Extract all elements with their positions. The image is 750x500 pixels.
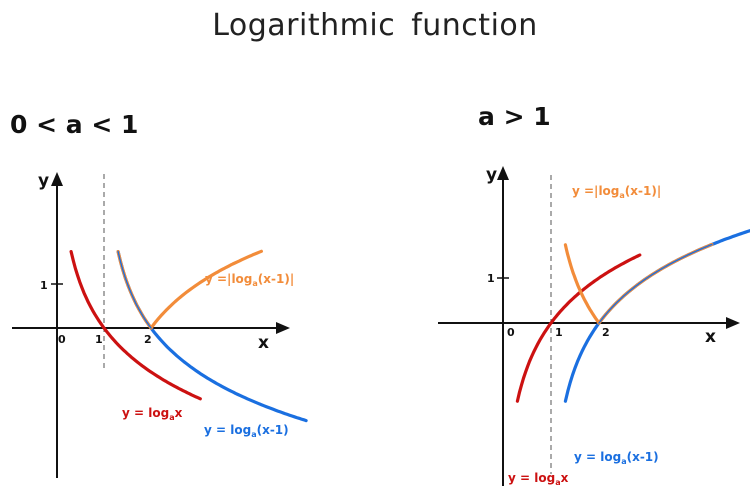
y-tick-label-1: 1 <box>40 279 48 292</box>
y-axis-label: y <box>38 171 49 191</box>
x-tick-label-0: 0 <box>58 333 66 346</box>
x-axis-label: x <box>705 327 716 347</box>
x-tick-label-2: 2 <box>144 333 152 346</box>
curve-log-x-minus-1-overlap <box>598 243 713 324</box>
y-axis-label: y <box>486 165 497 185</box>
curve-log-x <box>515 253 642 403</box>
y-tick-label-1: 1 <box>487 272 495 285</box>
formula-log-x: y = logax <box>122 406 183 422</box>
formula-log-x-minus-1: y = loga(x-1) <box>574 450 659 466</box>
curve-abs-log-left-branch <box>563 243 601 325</box>
x-axis-label: x <box>258 333 269 353</box>
x-tick-label-2: 2 <box>602 326 610 339</box>
formula-log-x-minus-1: y = loga(x-1) <box>204 423 289 439</box>
x-tick-label-1: 1 <box>95 333 103 346</box>
graph-base-greater-than-1: 0 1 2 1 x y y =|loga(x-1)| y = loga(x-1)… <box>438 165 750 487</box>
curve-abs-log-right-branch <box>149 249 263 330</box>
page-title: Logarithmic function <box>212 8 538 43</box>
curve-log-x <box>69 250 202 401</box>
y-axis-arrow <box>51 172 63 186</box>
x-axis-arrow <box>726 317 740 329</box>
graph-base-between-0-and-1: 0 1 2 1 x y y =|loga(x-1)| y = logax y =… <box>12 171 308 478</box>
formula-abs-log-x-minus-1: y =|loga(x-1)| <box>205 272 294 288</box>
y-axis-arrow <box>497 166 509 180</box>
curve-log-x-minus-1-overlap <box>117 250 152 329</box>
formula-abs-log-x-minus-1: y =|loga(x-1)| <box>572 184 661 200</box>
case-label-base-greater-than-1: a > 1 <box>478 102 551 131</box>
curve-abs-log-right-branch <box>597 242 714 325</box>
x-tick-label-1: 1 <box>555 326 563 339</box>
case-label-base-between-0-and-1: 0 < a < 1 <box>10 110 139 139</box>
x-tick-label-0: 0 <box>507 326 515 339</box>
x-axis-arrow <box>276 322 290 334</box>
curve-abs-log-left-branch <box>116 250 153 330</box>
formula-log-x: y = logax <box>508 471 569 487</box>
